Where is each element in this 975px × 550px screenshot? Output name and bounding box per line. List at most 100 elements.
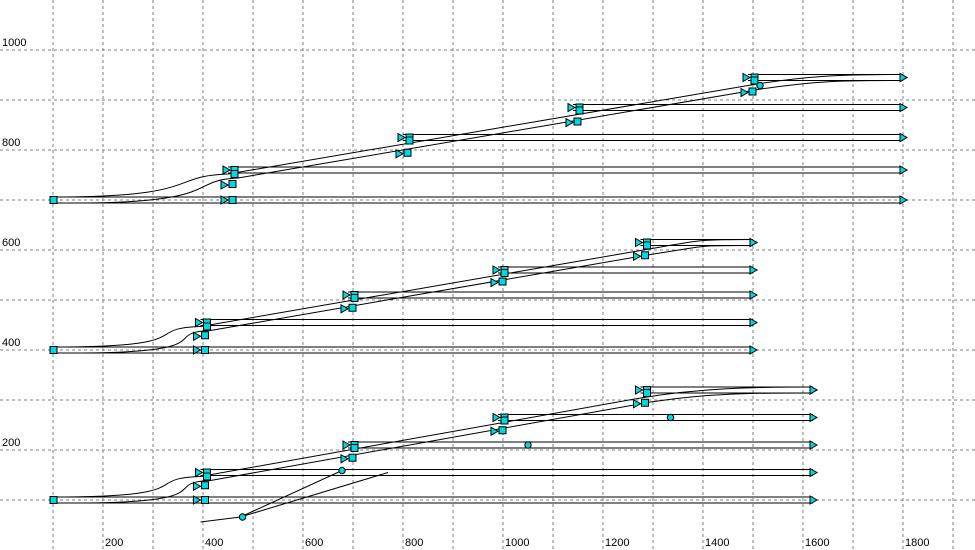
track-end-marker [195,467,204,478]
x-tick-label: 1000 [505,537,529,549]
track-end-marker [633,251,642,262]
track-end-marker [490,426,500,437]
track-end-marker [193,495,202,505]
track-end-marker [340,303,350,314]
track-end-marker [809,412,819,423]
switch-marker [641,398,649,407]
switch-marker [643,389,651,397]
switch-marker [228,180,237,188]
track-end-marker [342,440,352,450]
axis-ticks: 200 400 600 800 1000 1200 1400 1600 1800 200 400 60… [2,37,929,549]
switch-marker [201,331,209,340]
track-end-marker [193,481,202,492]
track-end-marker [749,290,759,300]
y-tick-label: 400 [2,337,20,349]
switch-marker [500,416,509,425]
x-tick-label: 200 [105,537,123,549]
switch-marker [230,170,239,178]
switch-marker [228,196,237,204]
track-end-marker [195,317,204,328]
track-end-marker [635,385,644,395]
route-line [240,472,389,518]
track-end-marker [899,132,909,143]
switch-marker [201,346,209,354]
y-tick-label: 1000 [2,37,26,49]
route-line [240,470,343,518]
signal-marker [238,513,247,521]
signal-marker [756,81,764,90]
switch-marker [748,87,757,96]
track-end-marker [565,117,575,128]
x-tick-label: 400 [205,537,223,549]
track-yards [52,74,904,523]
track-end-marker [222,165,232,175]
ladder-rail-outer [52,239,754,348]
track-end-marker [749,317,759,328]
switch-marker [350,444,359,452]
track-end-marker [899,72,909,83]
track-end-marker [633,398,642,409]
track-end-marker [492,265,502,275]
switch-marker [405,136,414,145]
y-tick-label: 600 [2,237,20,249]
track-end-marker [749,345,759,355]
switch-marker [49,196,58,204]
track-end-marker [635,237,644,248]
track-end-marker [220,180,230,190]
track-end-marker [492,412,502,423]
switch-marker [498,426,507,435]
ladder-rail-outer [52,74,904,198]
switch-marker [201,496,209,504]
ladder-rail-outer [52,386,814,498]
switch-marker [573,117,582,126]
signal-marker [524,441,532,449]
track-end-marker [193,331,202,342]
y-tick-label: 800 [2,137,20,149]
signal-marker [666,413,675,422]
x-tick-label: 600 [305,537,323,549]
switch-marker [498,277,507,286]
highlight-segment [200,516,241,523]
track-end-marker [220,195,230,205]
x-tick-label: 800 [405,537,423,549]
signal-marker [338,466,346,475]
switch-marker [49,346,58,354]
switch-marker [350,294,359,302]
x-tick-label: 1600 [805,537,829,549]
switch-marker [403,148,412,157]
switch-marker [348,303,357,312]
track-end-marker [342,290,352,300]
switch-marker [750,76,759,85]
track-end-marker [193,345,202,355]
track-end-marker [397,132,407,143]
x-tick-label: 1200 [605,537,629,549]
x-tick-label: 1400 [705,537,729,549]
track-end-marker [340,453,350,464]
track-end-marker [899,102,909,113]
switch-markers [49,72,909,521]
switch-marker [641,251,649,260]
switch-marker [201,481,209,490]
switch-marker [575,106,584,115]
switch-marker [643,241,651,250]
track-end-marker [395,148,405,159]
track-end-marker [899,165,909,175]
track-end-marker [742,72,752,83]
switch-marker [348,453,357,462]
switch-marker [500,269,509,277]
track-end-marker [740,87,750,98]
track-end-marker [809,467,819,478]
ladder-rail-inner [82,80,904,204]
switch-marker [49,496,58,504]
switch-marker [203,322,211,331]
track-end-marker [490,277,500,288]
track-end-marker [567,102,577,113]
track-end-marker [809,440,819,450]
track-end-marker [809,385,819,395]
x-tick-label: 1800 [905,537,929,549]
switch-marker [203,472,211,481]
track-end-marker [899,195,909,205]
track-end-marker [749,265,759,275]
track-end-marker [749,237,759,248]
